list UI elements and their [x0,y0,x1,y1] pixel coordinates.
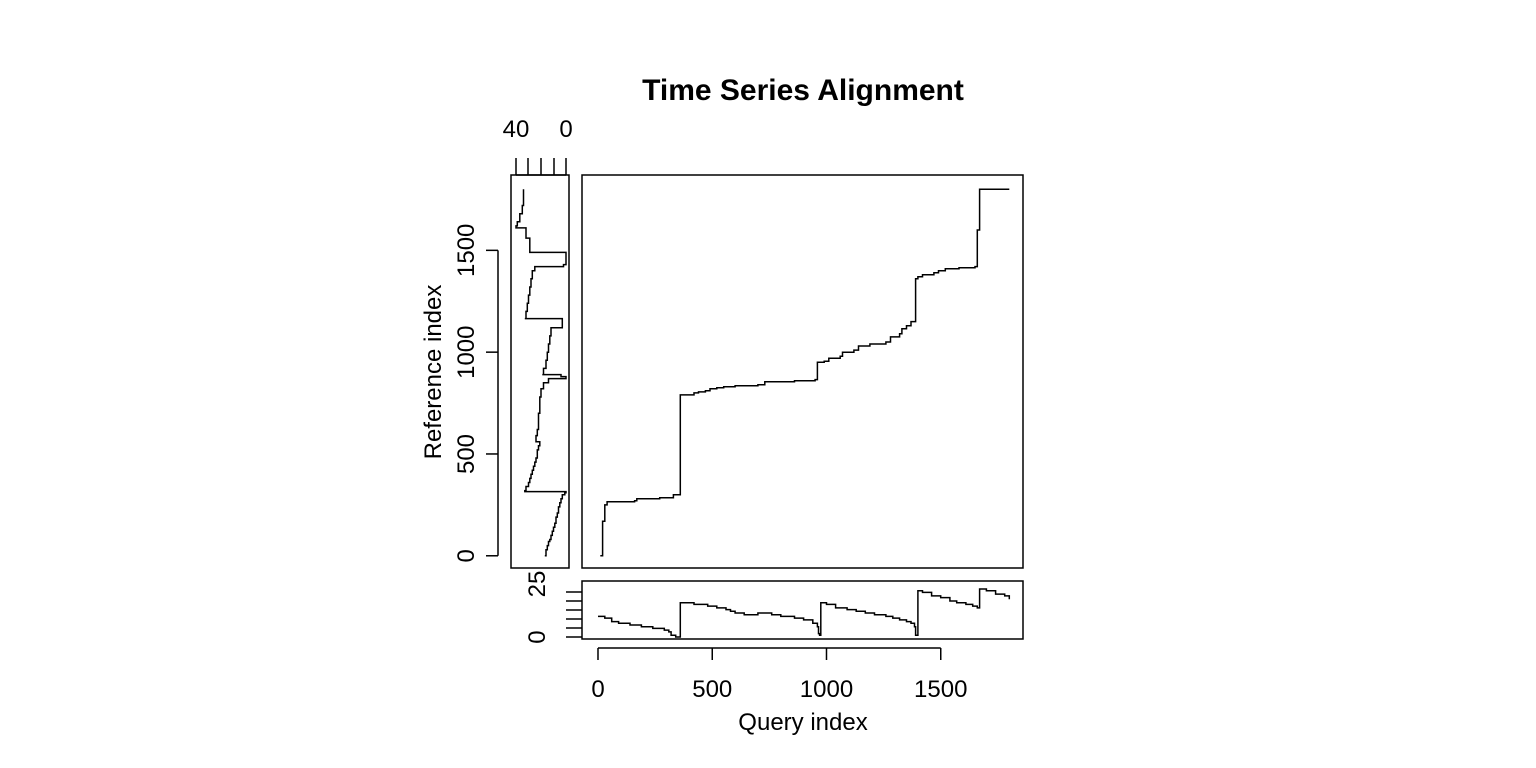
y-axis-label: Reference index [420,285,447,460]
ref-tick-label: 0 [559,116,572,143]
x-tick-label: 0 [591,676,604,703]
main-axes: 0 500 1000 1500 0 500 1000 1500 [453,224,967,703]
main-plot-frame [581,174,1024,569]
x-axis-label: Query index [738,709,867,736]
query-panel-frame [581,580,1024,640]
reference-panel-frame [510,174,570,569]
query-tick-label: 25 [524,571,551,598]
reference-panel: 40 0 [503,116,573,557]
y-tick-label: 1000 [453,326,480,379]
query-cost-line [598,588,1011,638]
reference-cost-line [515,189,567,557]
alignment-path-0 [600,188,1010,557]
ref-tick-label: 40 [503,116,530,143]
y-tick-label: 1500 [453,224,480,277]
main-plot [600,188,1010,557]
x-tick-label: 1000 [800,676,853,703]
query-panel: 0 25 [524,571,1011,644]
chart-title: Time Series Alignment [642,74,964,107]
y-tick-label: 0 [453,549,480,562]
y-tick-label: 500 [453,434,480,474]
query-tick-label: 0 [524,630,551,643]
x-tick-label: 1500 [914,676,967,703]
x-tick-label: 500 [692,676,732,703]
